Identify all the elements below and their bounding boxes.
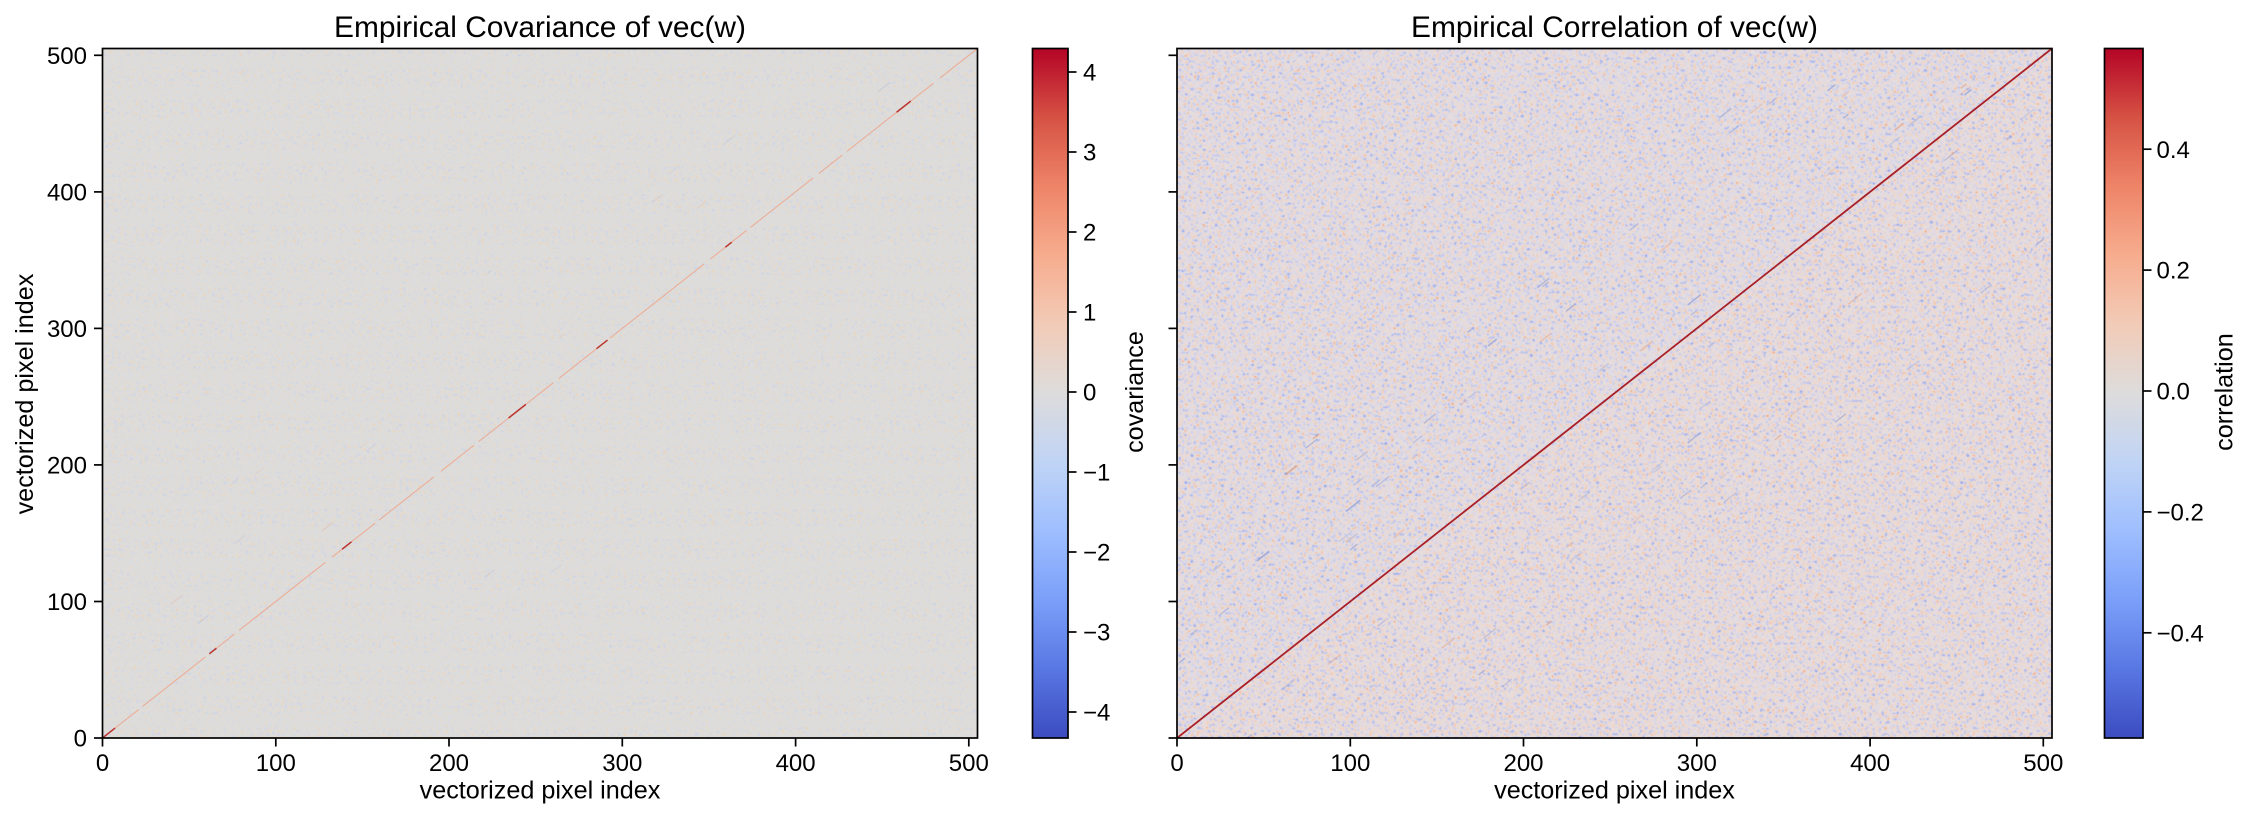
svg-text:−2: −2 (1083, 540, 1110, 567)
svg-text:200: 200 (47, 453, 87, 480)
svg-text:400: 400 (776, 750, 816, 777)
svg-text:200: 200 (429, 750, 469, 777)
svg-text:vectorized pixel index: vectorized pixel index (1494, 777, 1735, 805)
svg-text:500: 500 (949, 750, 989, 777)
svg-text:100: 100 (1330, 750, 1370, 777)
svg-text:500: 500 (2023, 750, 2063, 777)
svg-text:0: 0 (1083, 380, 1096, 407)
svg-text:−0.2: −0.2 (2157, 500, 2204, 527)
svg-text:3: 3 (1083, 140, 1096, 167)
svg-text:100: 100 (47, 589, 87, 616)
svg-text:100: 100 (256, 750, 296, 777)
svg-text:400: 400 (1850, 750, 1890, 777)
svg-text:Empirical Correlation of vec(w: Empirical Correlation of vec(w) (1411, 11, 1818, 44)
svg-text:correlation: correlation (2211, 333, 2239, 451)
svg-text:1: 1 (1083, 300, 1096, 327)
svg-text:−3: −3 (1083, 620, 1110, 647)
svg-text:vectorized pixel index: vectorized pixel index (11, 273, 39, 514)
svg-text:0.0: 0.0 (2157, 379, 2190, 406)
svg-text:2: 2 (1083, 220, 1096, 247)
svg-text:−0.4: −0.4 (2157, 620, 2204, 647)
svg-text:200: 200 (1503, 750, 1543, 777)
svg-text:0.2: 0.2 (2157, 258, 2190, 285)
svg-text:0: 0 (96, 750, 109, 777)
svg-text:−1: −1 (1083, 460, 1110, 487)
svg-text:300: 300 (602, 750, 642, 777)
svg-text:300: 300 (47, 316, 87, 343)
svg-text:500: 500 (47, 43, 87, 70)
svg-text:300: 300 (1677, 750, 1717, 777)
svg-text:0: 0 (74, 726, 87, 753)
svg-text:−4: −4 (1083, 700, 1110, 727)
svg-text:Empirical Covariance of vec(w): Empirical Covariance of vec(w) (334, 11, 746, 44)
svg-text:covariance: covariance (1121, 331, 1149, 453)
svg-text:vectorized pixel index: vectorized pixel index (420, 777, 661, 805)
svg-text:0: 0 (1170, 750, 1183, 777)
svg-text:4: 4 (1083, 60, 1096, 87)
svg-text:400: 400 (47, 180, 87, 207)
svg-text:0.4: 0.4 (2157, 137, 2190, 164)
